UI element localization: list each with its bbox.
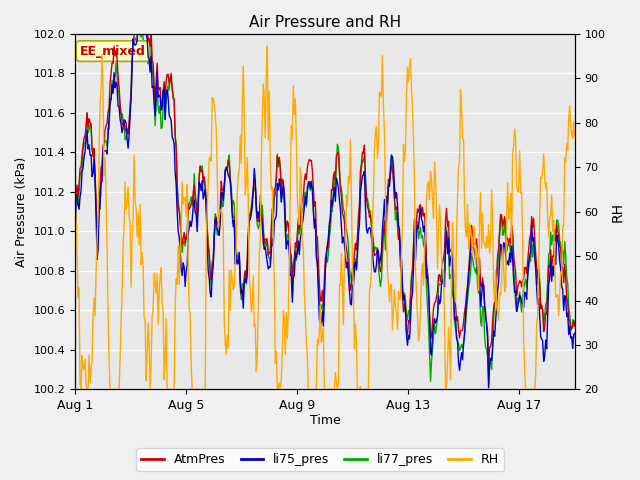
Text: EE_mixed: EE_mixed <box>80 45 146 58</box>
Legend: AtmPres, li75_pres, li77_pres, RH: AtmPres, li75_pres, li77_pres, RH <box>136 448 504 471</box>
X-axis label: Time: Time <box>310 414 340 427</box>
Y-axis label: Air Pressure (kPa): Air Pressure (kPa) <box>15 156 28 267</box>
Title: Air Pressure and RH: Air Pressure and RH <box>249 15 401 30</box>
Y-axis label: RH: RH <box>611 202 625 222</box>
